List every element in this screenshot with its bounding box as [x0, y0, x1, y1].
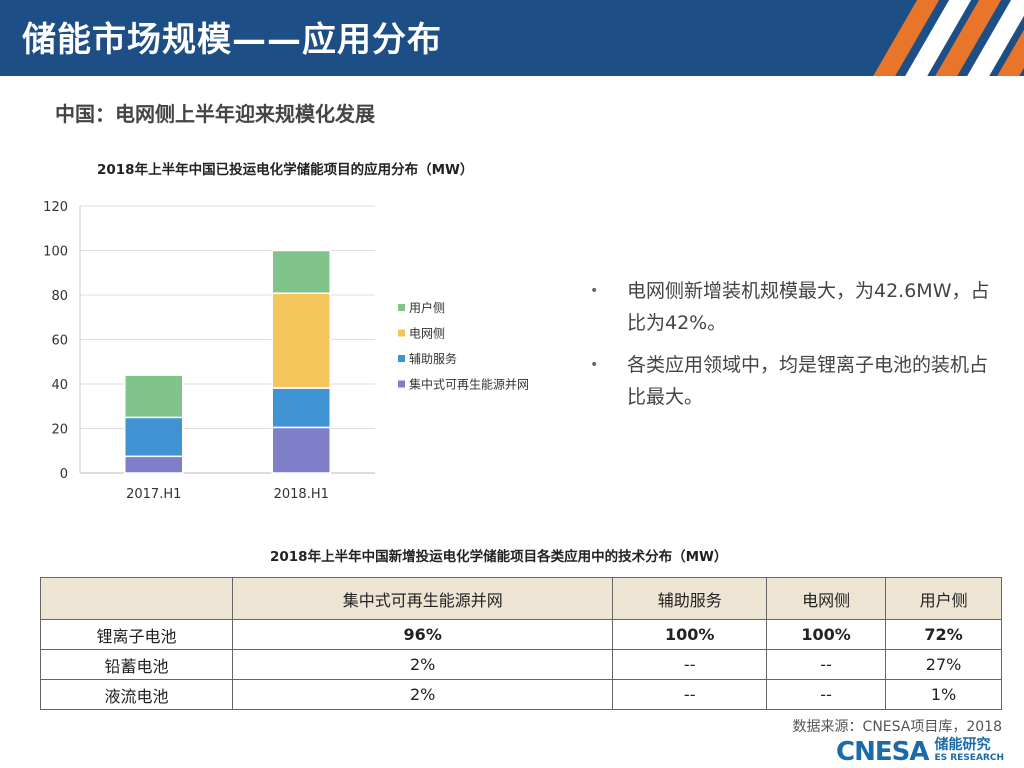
table-cell: 1% — [885, 679, 1002, 710]
legend-swatch — [398, 355, 405, 362]
bar-segment — [271, 249, 331, 294]
table-header: 集中式可再生能源并网 — [231, 577, 614, 620]
table-row: 铅蓄电池 2% -- -- 27% — [40, 649, 1002, 680]
bullet-item: 电网侧新增装机规模最大，为42.6MW，占比为42%。 — [590, 275, 1000, 339]
table-cell: -- — [612, 679, 767, 710]
x-tick-label: 2017.H1 — [126, 487, 181, 502]
logo-cn: 储能研究 — [934, 737, 991, 753]
bar-segment — [124, 455, 184, 474]
section-subtitle: 中国：电网侧上半年迎来规模化发展 — [55, 102, 375, 126]
data-source: 数据来源：CNESA项目库，2018 — [792, 719, 1002, 735]
header-stripes — [864, 0, 1024, 76]
legend-swatch — [398, 329, 405, 337]
bullet-list: 电网侧新增装机规模最大，为42.6MW，占比为42%。 各类应用领域中，均是锂离… — [590, 275, 1000, 423]
x-tick-label: 2018.H1 — [274, 487, 329, 502]
logo-main: CNESA — [836, 737, 929, 767]
bar-segment — [271, 426, 331, 474]
bar-segment — [271, 292, 331, 389]
table-cell: -- — [612, 649, 767, 680]
legend-label: 电网侧 — [409, 327, 445, 341]
table-cell: -- — [765, 649, 887, 680]
header-bar: 储能市场规模——应用分布 — [0, 0, 1024, 76]
bullet-item: 各类应用领域中，均是锂离子电池的装机占比最大。 — [590, 349, 1000, 413]
bar-segment — [271, 387, 331, 429]
logo-en: ES RESEARCH — [934, 753, 1004, 763]
y-tick-label: 20 — [51, 423, 68, 438]
y-tick-label: 100 — [43, 245, 68, 260]
bar-segment — [124, 374, 184, 419]
row-label: 铅蓄电池 — [40, 649, 233, 680]
cnesa-logo: CNESA 储能研究 ES RESEARCH — [836, 737, 1004, 767]
legend-swatch — [398, 304, 405, 311]
table-cell: 100% — [612, 619, 767, 650]
table-cell: 2% — [231, 649, 614, 680]
table-cell: 27% — [885, 649, 1002, 680]
table-cell: 100% — [765, 619, 887, 650]
bar-segment — [124, 416, 184, 458]
y-tick-label: 120 — [43, 200, 68, 215]
legend-label: 用户侧 — [409, 300, 445, 315]
table-row: 液流电池 2% -- -- 1% — [40, 679, 1002, 710]
table-header: 电网侧 — [765, 577, 887, 620]
table-cell: 72% — [885, 619, 1002, 650]
y-tick-label: 40 — [51, 378, 68, 393]
table-cell: 96% — [231, 619, 614, 650]
stacked-bar-chart: 0 20 40 60 80 100 120 2017.H1 2018.H1 用户侧电网侧辅助服务集… — [43, 200, 529, 502]
table-cell: 2% — [231, 679, 614, 710]
tech-distribution-table: 集中式可再生能源并网 辅助服务 电网侧 用户侧 锂离子电池 96% 100% 1… — [40, 577, 1002, 710]
table-title: 2018年上半年中国新增投运电化学储能项目各类应用中的技术分布（MW） — [270, 549, 728, 565]
table-row: 锂离子电池 96% 100% 100% 72% — [40, 619, 1002, 650]
legend-swatch — [398, 380, 405, 388]
table-header: 辅助服务 — [612, 577, 767, 620]
table-cell: -- — [765, 679, 887, 710]
row-label: 液流电池 — [40, 679, 233, 710]
y-tick-label: 0 — [60, 467, 68, 482]
y-tick-label: 80 — [51, 289, 68, 304]
table-header: 用户侧 — [885, 577, 1002, 620]
y-tick-label: 60 — [51, 334, 68, 349]
legend-label: 辅助服务 — [409, 351, 457, 366]
table-header — [40, 577, 233, 620]
legend-label: 集中式可再生能源并网 — [409, 377, 529, 392]
chart-title: 2018年上半年中国已投运电化学储能项目的应用分布（MW） — [97, 162, 474, 178]
row-label: 锂离子电池 — [40, 619, 233, 650]
page-title: 储能市场规模——应用分布 — [22, 20, 442, 60]
